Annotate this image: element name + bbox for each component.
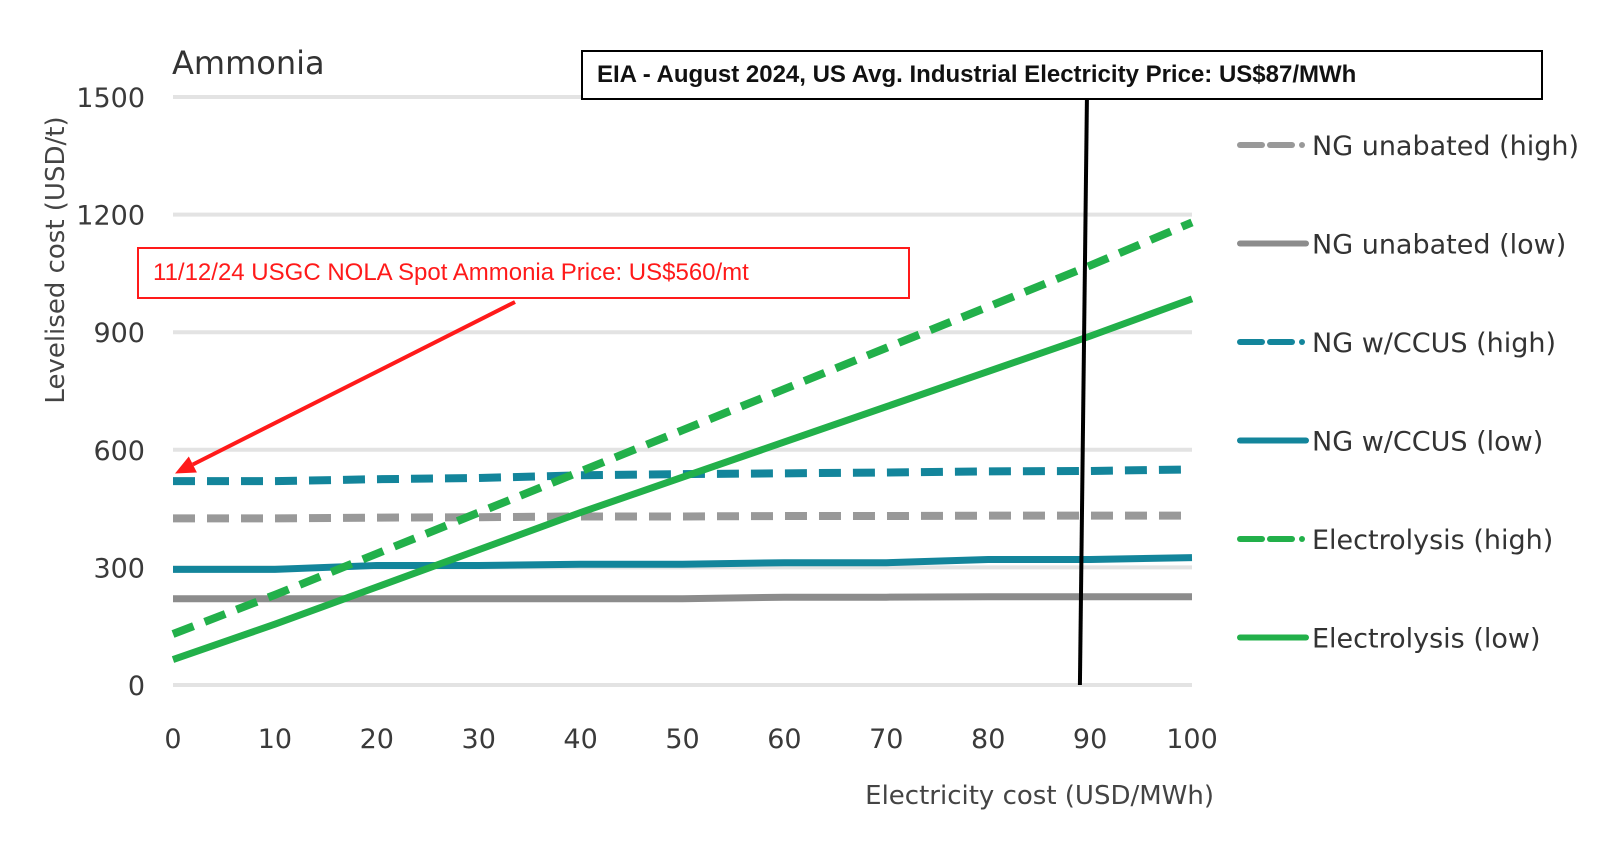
legend-label: NG w/CCUS (low) bbox=[1312, 427, 1543, 458]
legend-label: NG w/CCUS (high) bbox=[1312, 328, 1556, 359]
legend-swatch bbox=[1299, 142, 1305, 148]
y-axis-title: Levelised cost (USD/t) bbox=[41, 116, 71, 403]
x-axis-title: Electricity cost (USD/MWh) bbox=[865, 781, 1214, 811]
series-line-electrolysis-low bbox=[171, 295, 1194, 663]
x-tick-label: 0 bbox=[164, 724, 181, 755]
legend-item: NG w/CCUS (low) bbox=[1237, 427, 1543, 458]
spot-price-arrow bbox=[175, 300, 516, 474]
eia-price-annotation: EIA - August 2024, US Avg. Industrial El… bbox=[581, 50, 1543, 100]
legend-label: Electrolysis (low) bbox=[1312, 624, 1541, 655]
x-tick-label: 90 bbox=[1073, 724, 1107, 755]
spot-price-annotation: 11/12/24 USGC NOLA Spot Ammonia Price: U… bbox=[137, 247, 910, 299]
legend-item: NG unabated (low) bbox=[1237, 230, 1566, 261]
legend-item: Electrolysis (low) bbox=[1237, 624, 1541, 655]
x-tick-label: 70 bbox=[869, 724, 903, 755]
x-tick-label: 100 bbox=[1166, 724, 1218, 755]
y-tick-label: 0 bbox=[128, 671, 145, 702]
x-tick-labels: 0 10 20 30 40 50 60 70 80 90 100 bbox=[164, 724, 1217, 755]
legend-label: Electrolysis (high) bbox=[1312, 525, 1553, 556]
x-tick-label: 30 bbox=[462, 724, 496, 755]
x-tick-label: 80 bbox=[971, 724, 1005, 755]
legend-item: NG unabated (high) bbox=[1237, 131, 1579, 162]
eia-price-vertical-line bbox=[1077, 99, 1089, 686]
y-tick-label: 1200 bbox=[76, 201, 145, 232]
legend-item: Electrolysis (high) bbox=[1237, 525, 1553, 556]
chart-title: Ammonia bbox=[172, 44, 325, 82]
series-line-electrolysis-high bbox=[171, 218, 1194, 638]
y-tick-labels: 0 300 600 900 1200 1500 bbox=[76, 83, 145, 702]
y-tick-label: 1500 bbox=[76, 83, 145, 114]
series-line-ng-unabated-high bbox=[173, 511, 1192, 523]
y-tick-label: 600 bbox=[93, 436, 145, 467]
x-tick-label: 40 bbox=[563, 724, 597, 755]
legend-swatch bbox=[1299, 339, 1305, 345]
x-tick-label: 50 bbox=[665, 724, 699, 755]
arrow-head bbox=[175, 456, 197, 474]
x-tick-label: 10 bbox=[258, 724, 292, 755]
x-tick-label: 60 bbox=[767, 724, 801, 755]
legend-label: NG unabated (high) bbox=[1312, 131, 1579, 162]
y-tick-label: 300 bbox=[93, 553, 145, 584]
x-tick-label: 20 bbox=[360, 724, 394, 755]
legend: NG unabated (high) NG unabated (low) NG w/… bbox=[1237, 131, 1579, 655]
legend-item: NG w/CCUS (high) bbox=[1237, 328, 1556, 359]
legend-label: NG unabated (low) bbox=[1312, 230, 1566, 261]
arrow-shaft bbox=[191, 300, 516, 467]
series-line-ng-unabated-low bbox=[173, 593, 1192, 603]
y-tick-label: 900 bbox=[93, 318, 145, 349]
legend-swatch bbox=[1299, 536, 1305, 542]
series-lines bbox=[171, 218, 1194, 663]
